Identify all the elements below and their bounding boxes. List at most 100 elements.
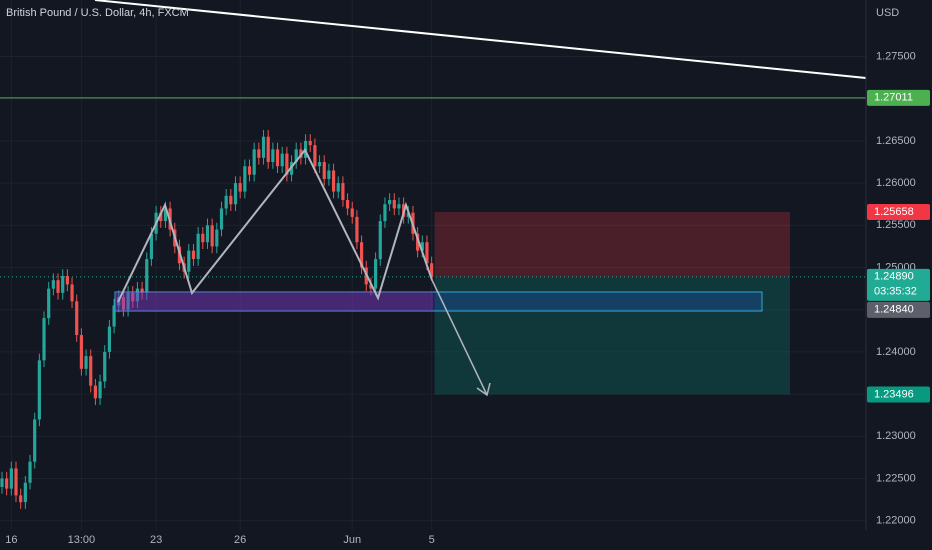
- candle-body: [121, 297, 126, 310]
- stop-zone: [434, 212, 790, 277]
- candle-body: [378, 221, 382, 260]
- candle-body: [229, 195, 233, 205]
- candle-body: [243, 166, 247, 192]
- candle-body: [196, 233, 200, 260]
- candle-body: [14, 468, 18, 496]
- candle-body: [75, 301, 79, 336]
- candle-body: [261, 136, 266, 158]
- price-label: 1.23496: [874, 388, 914, 400]
- candle-body: [397, 204, 401, 209]
- candle-body: [374, 259, 378, 289]
- candle-body: [345, 200, 350, 209]
- candle-body: [430, 263, 434, 277]
- candle-body: [383, 204, 387, 222]
- candle-body: [140, 288, 144, 293]
- y-tick-label: 1.22000: [876, 515, 916, 527]
- zones: [0, 97, 866, 395]
- candle-body: [61, 275, 65, 293]
- candle-body: [37, 360, 41, 420]
- candle-body: [285, 153, 289, 175]
- x-tick-label: Jun: [343, 534, 361, 546]
- price-label: 1.24840: [874, 304, 914, 316]
- candle-body: [280, 153, 284, 167]
- candle-body: [79, 335, 83, 369]
- candle-body: [149, 233, 154, 260]
- candle-body: [70, 284, 74, 302]
- candle-body: [210, 225, 214, 247]
- candle-body: [271, 149, 275, 163]
- candles: [0, 129, 434, 509]
- candle-body: [215, 229, 219, 247]
- candle-body: [135, 288, 140, 302]
- y-tick-label: 1.25500: [876, 219, 916, 231]
- candle-body: [369, 284, 373, 289]
- candle-body: [257, 149, 261, 158]
- candle-body: [126, 292, 130, 310]
- target-zone: [434, 276, 790, 395]
- price-label-box: [867, 386, 930, 403]
- candle-body: [299, 149, 303, 158]
- price-label-box: [867, 89, 930, 106]
- price-label-box: [867, 301, 930, 318]
- axis-unit: USD: [876, 7, 899, 19]
- candle-body: [9, 468, 13, 489]
- candle-body: [47, 288, 51, 319]
- candle-body: [247, 166, 252, 175]
- candle-body: [65, 275, 69, 285]
- candle-body: [93, 385, 97, 399]
- candle-body: [350, 208, 354, 217]
- candle-body: [191, 250, 196, 260]
- y-tick-label: 1.27500: [876, 50, 916, 62]
- candle-body: [224, 195, 228, 209]
- candle-body: [359, 242, 364, 268]
- x-tick-label: 26: [234, 534, 246, 546]
- candle-body: [5, 478, 9, 489]
- candle-body: [313, 145, 317, 167]
- candle-body: [392, 200, 396, 209]
- y-tick-label: 1.22500: [876, 472, 916, 484]
- chart-title: British Pound / U.S. Dollar, 4h, FXCM: [6, 7, 189, 19]
- candle-body: [425, 242, 429, 264]
- price-label: 1.27011: [874, 92, 913, 104]
- candle-body: [317, 162, 322, 167]
- y-tick-label: 1.23000: [876, 430, 916, 442]
- drawings: [94, 0, 867, 397]
- candle-body: [266, 136, 270, 163]
- candle-body: [233, 183, 238, 205]
- candle-body: [19, 495, 23, 503]
- candle-body: [163, 208, 168, 222]
- candle-body: [56, 280, 60, 293]
- pattern-zigzag: [117, 148, 433, 303]
- candle-body: [187, 250, 191, 272]
- candle-body: [341, 183, 345, 201]
- candle-body: [201, 233, 205, 243]
- x-tick-label: 16: [5, 534, 17, 546]
- y-tick-label: 1.24000: [876, 346, 916, 358]
- candle-body: [322, 162, 326, 179]
- candle-body: [23, 482, 27, 503]
- trend-line: [94, 0, 867, 79]
- price-label-box: [867, 268, 930, 301]
- candle-body: [159, 212, 163, 222]
- candle-body: [238, 183, 242, 192]
- candle-body: [294, 149, 298, 163]
- x-tick-label: 13:00: [68, 534, 96, 546]
- candle-body: [107, 326, 112, 352]
- price-label: 1.24890: [874, 271, 914, 283]
- candle-body: [336, 183, 340, 192]
- x-tick-label: 23: [150, 534, 162, 546]
- candle-body: [327, 170, 331, 179]
- candle-body: [331, 170, 336, 192]
- candle-body: [308, 140, 312, 146]
- candle-body: [131, 292, 135, 302]
- x-tick-label: 5: [429, 534, 435, 546]
- candle-body: [98, 381, 102, 399]
- support-zone-overlap: [115, 292, 433, 311]
- candle-body: [219, 208, 224, 230]
- price-label: 1.25658: [874, 206, 914, 218]
- candle-body: [112, 305, 116, 327]
- candle-body: [416, 233, 420, 251]
- candle-body: [145, 259, 149, 293]
- candle-body: [33, 419, 37, 462]
